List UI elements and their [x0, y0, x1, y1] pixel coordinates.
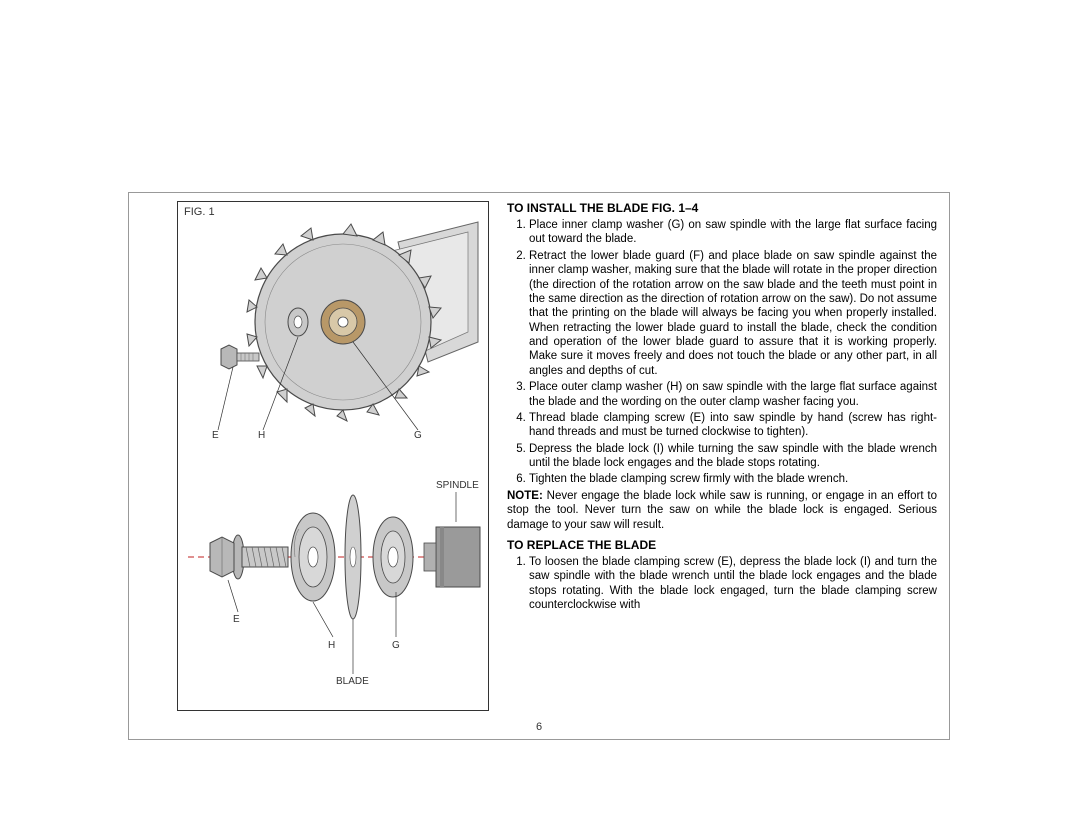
install-step: Thread blade clamping screw (E) into saw…: [529, 411, 937, 440]
install-step: Depress the blade lock (I) while turning…: [529, 442, 937, 471]
label-H-top: H: [258, 430, 265, 441]
note-label: NOTE:: [507, 490, 543, 502]
blade-exploded-icon: [178, 462, 488, 702]
heading-replace: TO REPLACE THE BLADE: [507, 538, 937, 553]
label-spindle: SPINDLE: [436, 480, 479, 491]
replace-list: To loosen the blade clamping screw (E), …: [507, 555, 937, 613]
label-E-bot: E: [233, 614, 240, 625]
figure-1-box: FIG. 1: [177, 201, 489, 711]
label-E-top: E: [212, 430, 219, 441]
install-step: Tighten the blade clamping screw firmly …: [529, 472, 937, 486]
install-note: NOTE: Never engage the blade lock while …: [507, 489, 937, 532]
page-frame: FIG. 1: [128, 192, 950, 740]
label-G-bot: G: [392, 640, 400, 651]
install-step: Place outer clamp washer (H) on saw spin…: [529, 380, 937, 409]
install-step: Place inner clamp washer (G) on saw spin…: [529, 218, 937, 247]
label-H-bot: H: [328, 640, 335, 651]
install-list: Place inner clamp washer (G) on saw spin…: [507, 218, 937, 487]
page-number: 6: [536, 721, 542, 733]
blade-assembly-top-icon: [178, 202, 488, 452]
replace-step: To loosen the blade clamping screw (E), …: [529, 555, 937, 613]
note-text: Never engage the blade lock while saw is…: [507, 490, 937, 531]
label-G-top: G: [414, 430, 422, 441]
text-column: TO INSTALL THE BLADE FIG. 1–4 Place inne…: [507, 201, 937, 614]
heading-install: TO INSTALL THE BLADE FIG. 1–4: [507, 201, 937, 216]
label-blade: BLADE: [336, 676, 369, 687]
install-step: Retract the lower blade guard (F) and pl…: [529, 249, 937, 378]
